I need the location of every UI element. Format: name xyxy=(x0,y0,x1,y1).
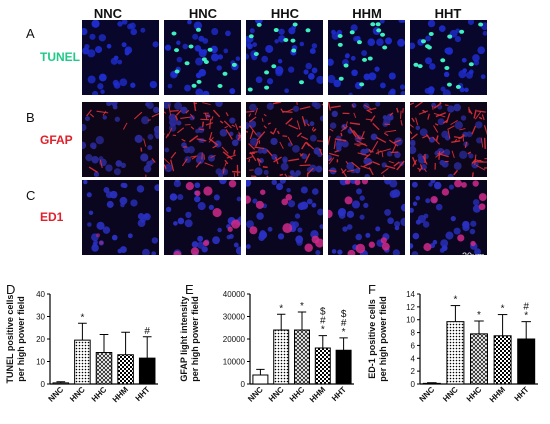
column-header-hht: HHT xyxy=(434,6,462,21)
bar-chart-gfap: GFAP light intensityper high power field… xyxy=(179,290,354,404)
micrograph-ed1-hht xyxy=(410,180,487,255)
bar-nnc xyxy=(252,374,269,385)
significance-marker: * xyxy=(300,301,304,312)
y-tick-label: 4 xyxy=(411,354,416,363)
y-tick-label: 10 xyxy=(406,316,415,325)
bar-hht xyxy=(335,349,352,385)
significance-marker: $ # * xyxy=(320,307,326,336)
significance-marker: # xyxy=(144,326,150,337)
x-tick-label-hhm: HHM xyxy=(111,385,130,404)
micrograph-tunel-hht xyxy=(410,20,487,95)
bar-hhc xyxy=(294,329,310,385)
column-header-hnc: HNC xyxy=(188,6,218,21)
x-tick-label-hnc: HNC xyxy=(441,385,460,404)
micrograph-gfap-hhm xyxy=(328,102,405,177)
significance-marker: * xyxy=(80,312,84,323)
x-tick-label-nnc: NNC xyxy=(47,385,66,404)
x-tick-label-hht: HHT xyxy=(513,385,531,403)
bar-hhm xyxy=(117,354,134,385)
bar-hnc xyxy=(273,329,290,385)
x-tick-label-hnc: HNC xyxy=(267,385,286,404)
bar-hhc xyxy=(95,352,113,385)
row-label-ed1: ED1 xyxy=(40,210,64,224)
bar-hnc xyxy=(74,339,91,385)
significance-marker: $ # * xyxy=(341,309,347,338)
x-tick-label-hht: HHT xyxy=(330,385,348,403)
x-tick-label-hhm: HHM xyxy=(488,385,507,404)
x-tick-label-hhc: HHC xyxy=(90,385,109,404)
micrograph-gfap-hnc xyxy=(164,102,241,177)
x-tick-label-hht: HHT xyxy=(134,385,152,403)
panel-letter-d: D xyxy=(6,282,16,297)
y-tick-label: 40000 xyxy=(223,290,246,299)
micrograph-tunel-hhm xyxy=(328,20,405,95)
x-tick-label-nnc: NNC xyxy=(418,385,437,404)
micrograph-tunel-hnc xyxy=(164,20,241,95)
bar-chart-ed1: ED-1 positive cellsper high power field 0… xyxy=(367,290,538,404)
significance-marker: * xyxy=(477,310,481,321)
scale-bar xyxy=(463,262,485,264)
column-header-hhc: HHC xyxy=(270,6,300,21)
panel-letter-e: E xyxy=(185,282,194,297)
bar-nnc xyxy=(52,382,70,385)
bar-hht xyxy=(517,338,536,385)
row-label-tunel: TUNEL xyxy=(40,50,80,64)
bar-chart-tunel: TUNEL positive cellsper high power field… xyxy=(5,290,158,404)
row-letter-a: A xyxy=(26,26,35,41)
y-tick-label: 30000 xyxy=(223,313,246,322)
scale-bar-label: 20um xyxy=(462,251,485,261)
y-tick-label: 2 xyxy=(411,367,416,376)
y-tick-label: 12 xyxy=(406,303,415,312)
bar-hht xyxy=(138,357,156,385)
y-axis-label: TUNEL positive cellsper high power field xyxy=(5,295,26,384)
x-tick-label-hnc: HNC xyxy=(68,385,87,404)
y-tick-label: 8 xyxy=(411,329,416,338)
significance-marker: # * xyxy=(523,302,529,322)
micrograph-ed1-nnc xyxy=(82,180,159,255)
x-tick-label-nnc: NNC xyxy=(246,385,265,404)
micrograph-ed1-hnc xyxy=(164,180,241,255)
column-header-nnc: NNC xyxy=(93,6,123,21)
bar-hhc xyxy=(470,333,488,385)
y-tick-label: 10 xyxy=(36,358,45,367)
y-tick-label: 0 xyxy=(41,380,46,389)
significance-marker: * xyxy=(453,295,457,306)
micrograph-ed1-hhm xyxy=(328,180,405,255)
bar-hhm xyxy=(314,347,331,385)
y-tick-label: 40 xyxy=(36,290,45,299)
micrograph-gfap-hhc xyxy=(246,102,323,177)
panel-letter-f: F xyxy=(368,282,376,297)
y-tick-label: 6 xyxy=(411,341,416,350)
significance-marker: * xyxy=(501,304,505,315)
micrograph-ed1-hhc xyxy=(246,180,323,255)
y-tick-label: 30 xyxy=(36,313,45,322)
micrograph-gfap-nnc xyxy=(82,102,159,177)
column-header-hhm: HHM xyxy=(352,6,382,21)
y-axis-label: ED-1 positive cellsper high power field xyxy=(367,296,388,382)
y-tick-label: 20 xyxy=(36,335,45,344)
micrograph-tunel-nnc xyxy=(82,20,159,95)
y-tick-label: 0 xyxy=(241,380,246,389)
bar-hnc xyxy=(446,321,465,385)
y-tick-label: 14 xyxy=(406,290,415,299)
x-tick-label-hhc: HHC xyxy=(288,385,307,404)
y-tick-label: 10000 xyxy=(223,358,246,367)
y-axis-label: GFAP light intensityper high power field xyxy=(179,296,200,382)
x-tick-label-hhc: HHC xyxy=(465,385,484,404)
row-letter-b: B xyxy=(26,110,35,125)
x-tick-label-hhm: HHM xyxy=(308,385,327,404)
micrograph-tunel-hhc xyxy=(246,20,323,95)
bar-hhm xyxy=(493,335,512,385)
bar-nnc xyxy=(422,382,441,385)
significance-marker: * xyxy=(279,303,283,314)
y-tick-label: 20000 xyxy=(223,335,246,344)
micrograph-gfap-hht xyxy=(410,102,487,177)
y-tick-label: 0 xyxy=(411,380,416,389)
row-label-gfap: GFAP xyxy=(40,133,73,147)
row-letter-c: C xyxy=(26,188,36,203)
